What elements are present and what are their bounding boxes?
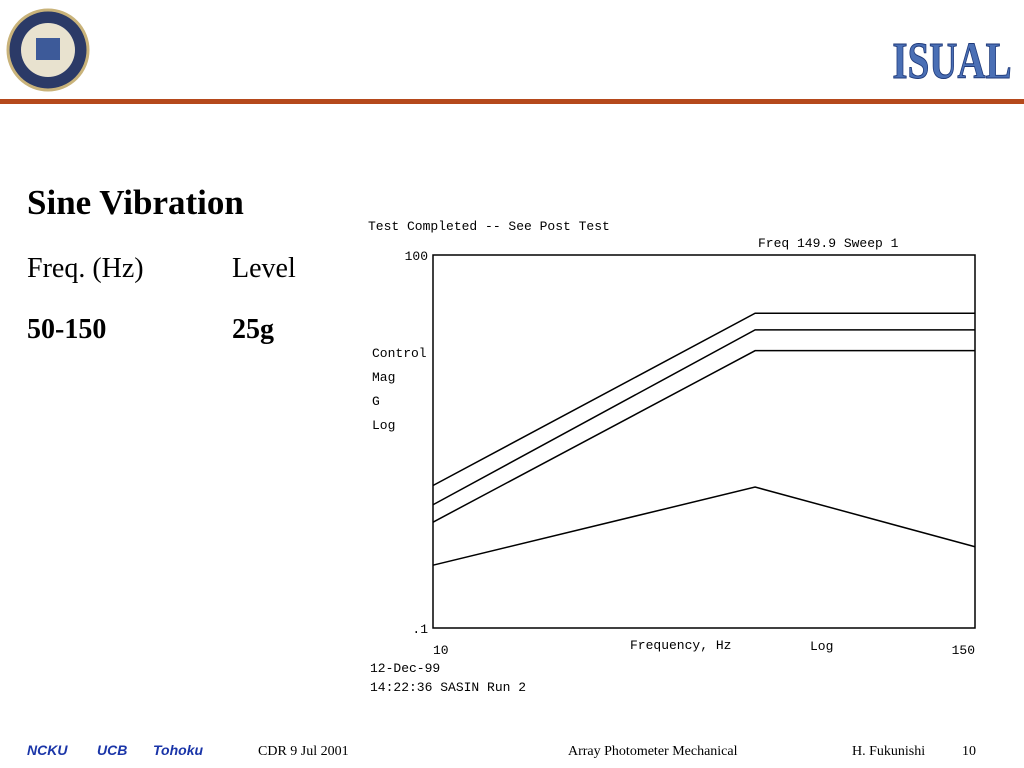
footer-page: 10: [962, 744, 976, 759]
university-seal: [6, 8, 90, 92]
footer-author: H. Fukunishi: [852, 744, 925, 759]
col-header: Freq. (Hz): [27, 253, 144, 284]
annotation: 14:22:36 SASIN Run 2: [370, 680, 526, 695]
series-line: [432, 312, 975, 487]
series-line: [432, 349, 975, 523]
logo-text: ISUAL: [892, 32, 1011, 90]
heading: Sine Vibration: [27, 183, 244, 222]
x-tick-label: 150: [952, 643, 975, 658]
series-line: [432, 486, 976, 566]
chart-title: Test Completed -- See Post Test: [368, 219, 610, 234]
footer-org: NCKU: [27, 742, 68, 758]
header-rule: [0, 99, 1024, 104]
chart-subtitle: Freq 149.9 Sweep 1: [758, 236, 899, 251]
y-axis-label: G: [372, 394, 380, 409]
footer-topic: Array Photometer Mechanical: [568, 744, 738, 759]
cell: 50-150: [27, 314, 106, 345]
x-axis-label: Frequency, Hz: [630, 638, 731, 653]
cell: 25g: [232, 314, 274, 345]
y-axis-label: Control: [372, 346, 427, 361]
y-tick-label: 100: [405, 249, 428, 264]
footer-event: CDR 9 Jul 2001: [258, 744, 349, 759]
annotation: 12-Dec-99: [370, 661, 440, 676]
footer-org: UCB: [97, 742, 127, 758]
col-header: Level: [232, 253, 296, 284]
footer: NCKU UCB Tohoku CDR 9 Jul 2001 Array Pho…: [27, 742, 976, 759]
footer-org: Tohoku: [153, 742, 203, 758]
plot-frame: [432, 254, 976, 629]
plot: Test Completed -- See Post Test Freq 149…: [368, 219, 976, 695]
y-tick-label: .1: [412, 622, 428, 637]
y-axis-label: Log: [372, 418, 395, 433]
series-line: [432, 329, 975, 506]
x-tick-label: 10: [433, 643, 449, 658]
x-scale-label: Log: [810, 639, 833, 654]
y-axis-label: Mag: [372, 370, 395, 385]
